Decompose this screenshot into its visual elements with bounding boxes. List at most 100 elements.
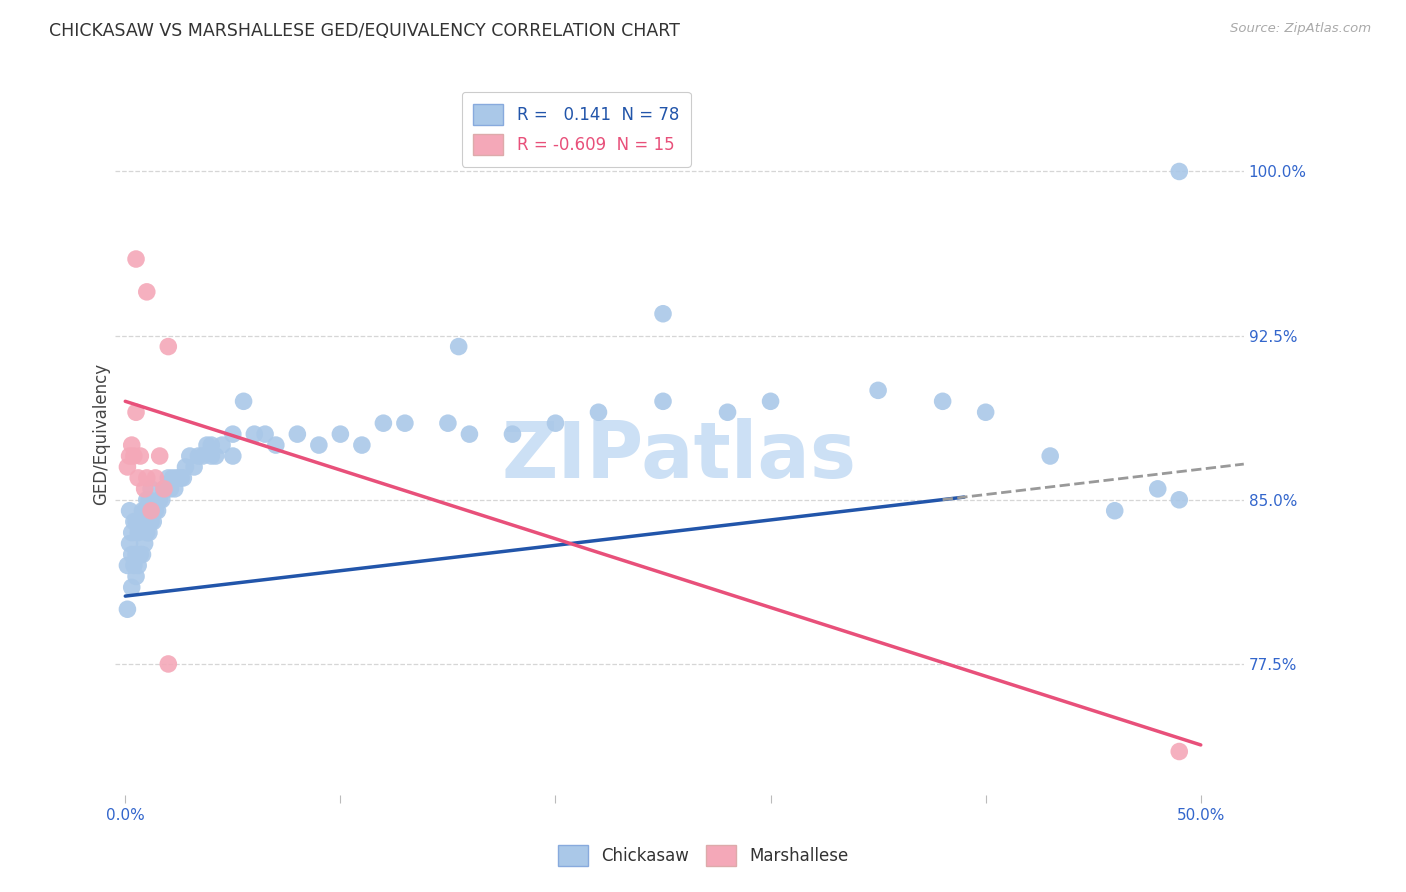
Point [195, 438, 218, 452]
Point [155, 482, 177, 496]
Point [652, 394, 675, 409]
Point [200, 449, 222, 463]
Point [232, 394, 254, 409]
Point [285, 427, 308, 442]
Point [118, 504, 141, 518]
Point [135, 525, 157, 540]
Point [183, 460, 205, 475]
Point [118, 449, 141, 463]
Point [117, 602, 139, 616]
Point [931, 394, 953, 409]
Point [174, 460, 197, 475]
Point [150, 492, 173, 507]
Point [153, 482, 176, 496]
Point [163, 482, 186, 496]
Point [135, 492, 157, 507]
Y-axis label: GED/Equivalency: GED/Equivalency [93, 363, 110, 505]
Point [264, 438, 287, 452]
Point [159, 482, 181, 496]
Point [1039, 449, 1062, 463]
Point [135, 471, 157, 485]
Point [588, 405, 610, 419]
Point [373, 416, 395, 430]
Point [121, 548, 143, 562]
Point [139, 515, 162, 529]
Point [1146, 482, 1168, 496]
Point [135, 285, 157, 299]
Point [974, 405, 997, 419]
Point [129, 548, 152, 562]
Point [162, 471, 184, 485]
Legend: Chickasaw, Marshallese: Chickasaw, Marshallese [551, 838, 855, 873]
Point [138, 492, 160, 507]
Point [447, 340, 470, 354]
Point [118, 536, 141, 550]
Point [1168, 492, 1191, 507]
Point [134, 536, 156, 550]
Point [501, 427, 523, 442]
Point [134, 482, 156, 496]
Point [157, 657, 180, 671]
Point [254, 427, 277, 442]
Point [394, 416, 416, 430]
Point [437, 416, 460, 430]
Text: Source: ZipAtlas.com: Source: ZipAtlas.com [1230, 22, 1371, 36]
Point [350, 438, 373, 452]
Point [145, 471, 167, 485]
Point [121, 580, 143, 594]
Point [131, 504, 153, 518]
Point [121, 525, 143, 540]
Point [142, 515, 165, 529]
Point [329, 427, 352, 442]
Point [652, 307, 675, 321]
Point [243, 427, 266, 442]
Text: ZIPatlas: ZIPatlas [502, 417, 856, 494]
Point [127, 525, 149, 540]
Point [187, 449, 209, 463]
Point [134, 504, 156, 518]
Point [138, 525, 160, 540]
Point [1168, 744, 1191, 758]
Point [868, 384, 890, 398]
Point [157, 340, 180, 354]
Point [204, 449, 226, 463]
Point [308, 438, 330, 452]
Point [122, 558, 145, 573]
Point [117, 558, 139, 573]
Point [117, 460, 139, 475]
Point [122, 449, 145, 463]
Point [125, 405, 148, 419]
Point [157, 471, 180, 485]
Point [759, 394, 782, 409]
Point [125, 569, 148, 583]
Point [145, 504, 167, 518]
Point [1104, 504, 1126, 518]
Point [125, 515, 148, 529]
Point [1168, 164, 1191, 178]
Point [129, 449, 152, 463]
Point [146, 504, 169, 518]
Point [121, 438, 143, 452]
Point [211, 438, 233, 452]
Point [131, 548, 153, 562]
Point [167, 471, 190, 485]
Point [125, 548, 148, 562]
Point [544, 416, 567, 430]
Point [170, 471, 193, 485]
Point [149, 449, 172, 463]
Point [139, 504, 162, 518]
Point [179, 449, 201, 463]
Point [458, 427, 481, 442]
Point [222, 427, 245, 442]
Point [191, 449, 214, 463]
Point [129, 515, 152, 529]
Point [153, 482, 176, 496]
Point [127, 471, 149, 485]
Point [122, 515, 145, 529]
Legend: R =   0.141  N = 78, R = -0.609  N = 15: R = 0.141 N = 78, R = -0.609 N = 15 [461, 92, 690, 167]
Point [125, 252, 148, 266]
Point [139, 482, 162, 496]
Text: CHICKASAW VS MARSHALLESE GED/EQUIVALENCY CORRELATION CHART: CHICKASAW VS MARSHALLESE GED/EQUIVALENCY… [49, 22, 681, 40]
Point [166, 471, 188, 485]
Point [172, 471, 194, 485]
